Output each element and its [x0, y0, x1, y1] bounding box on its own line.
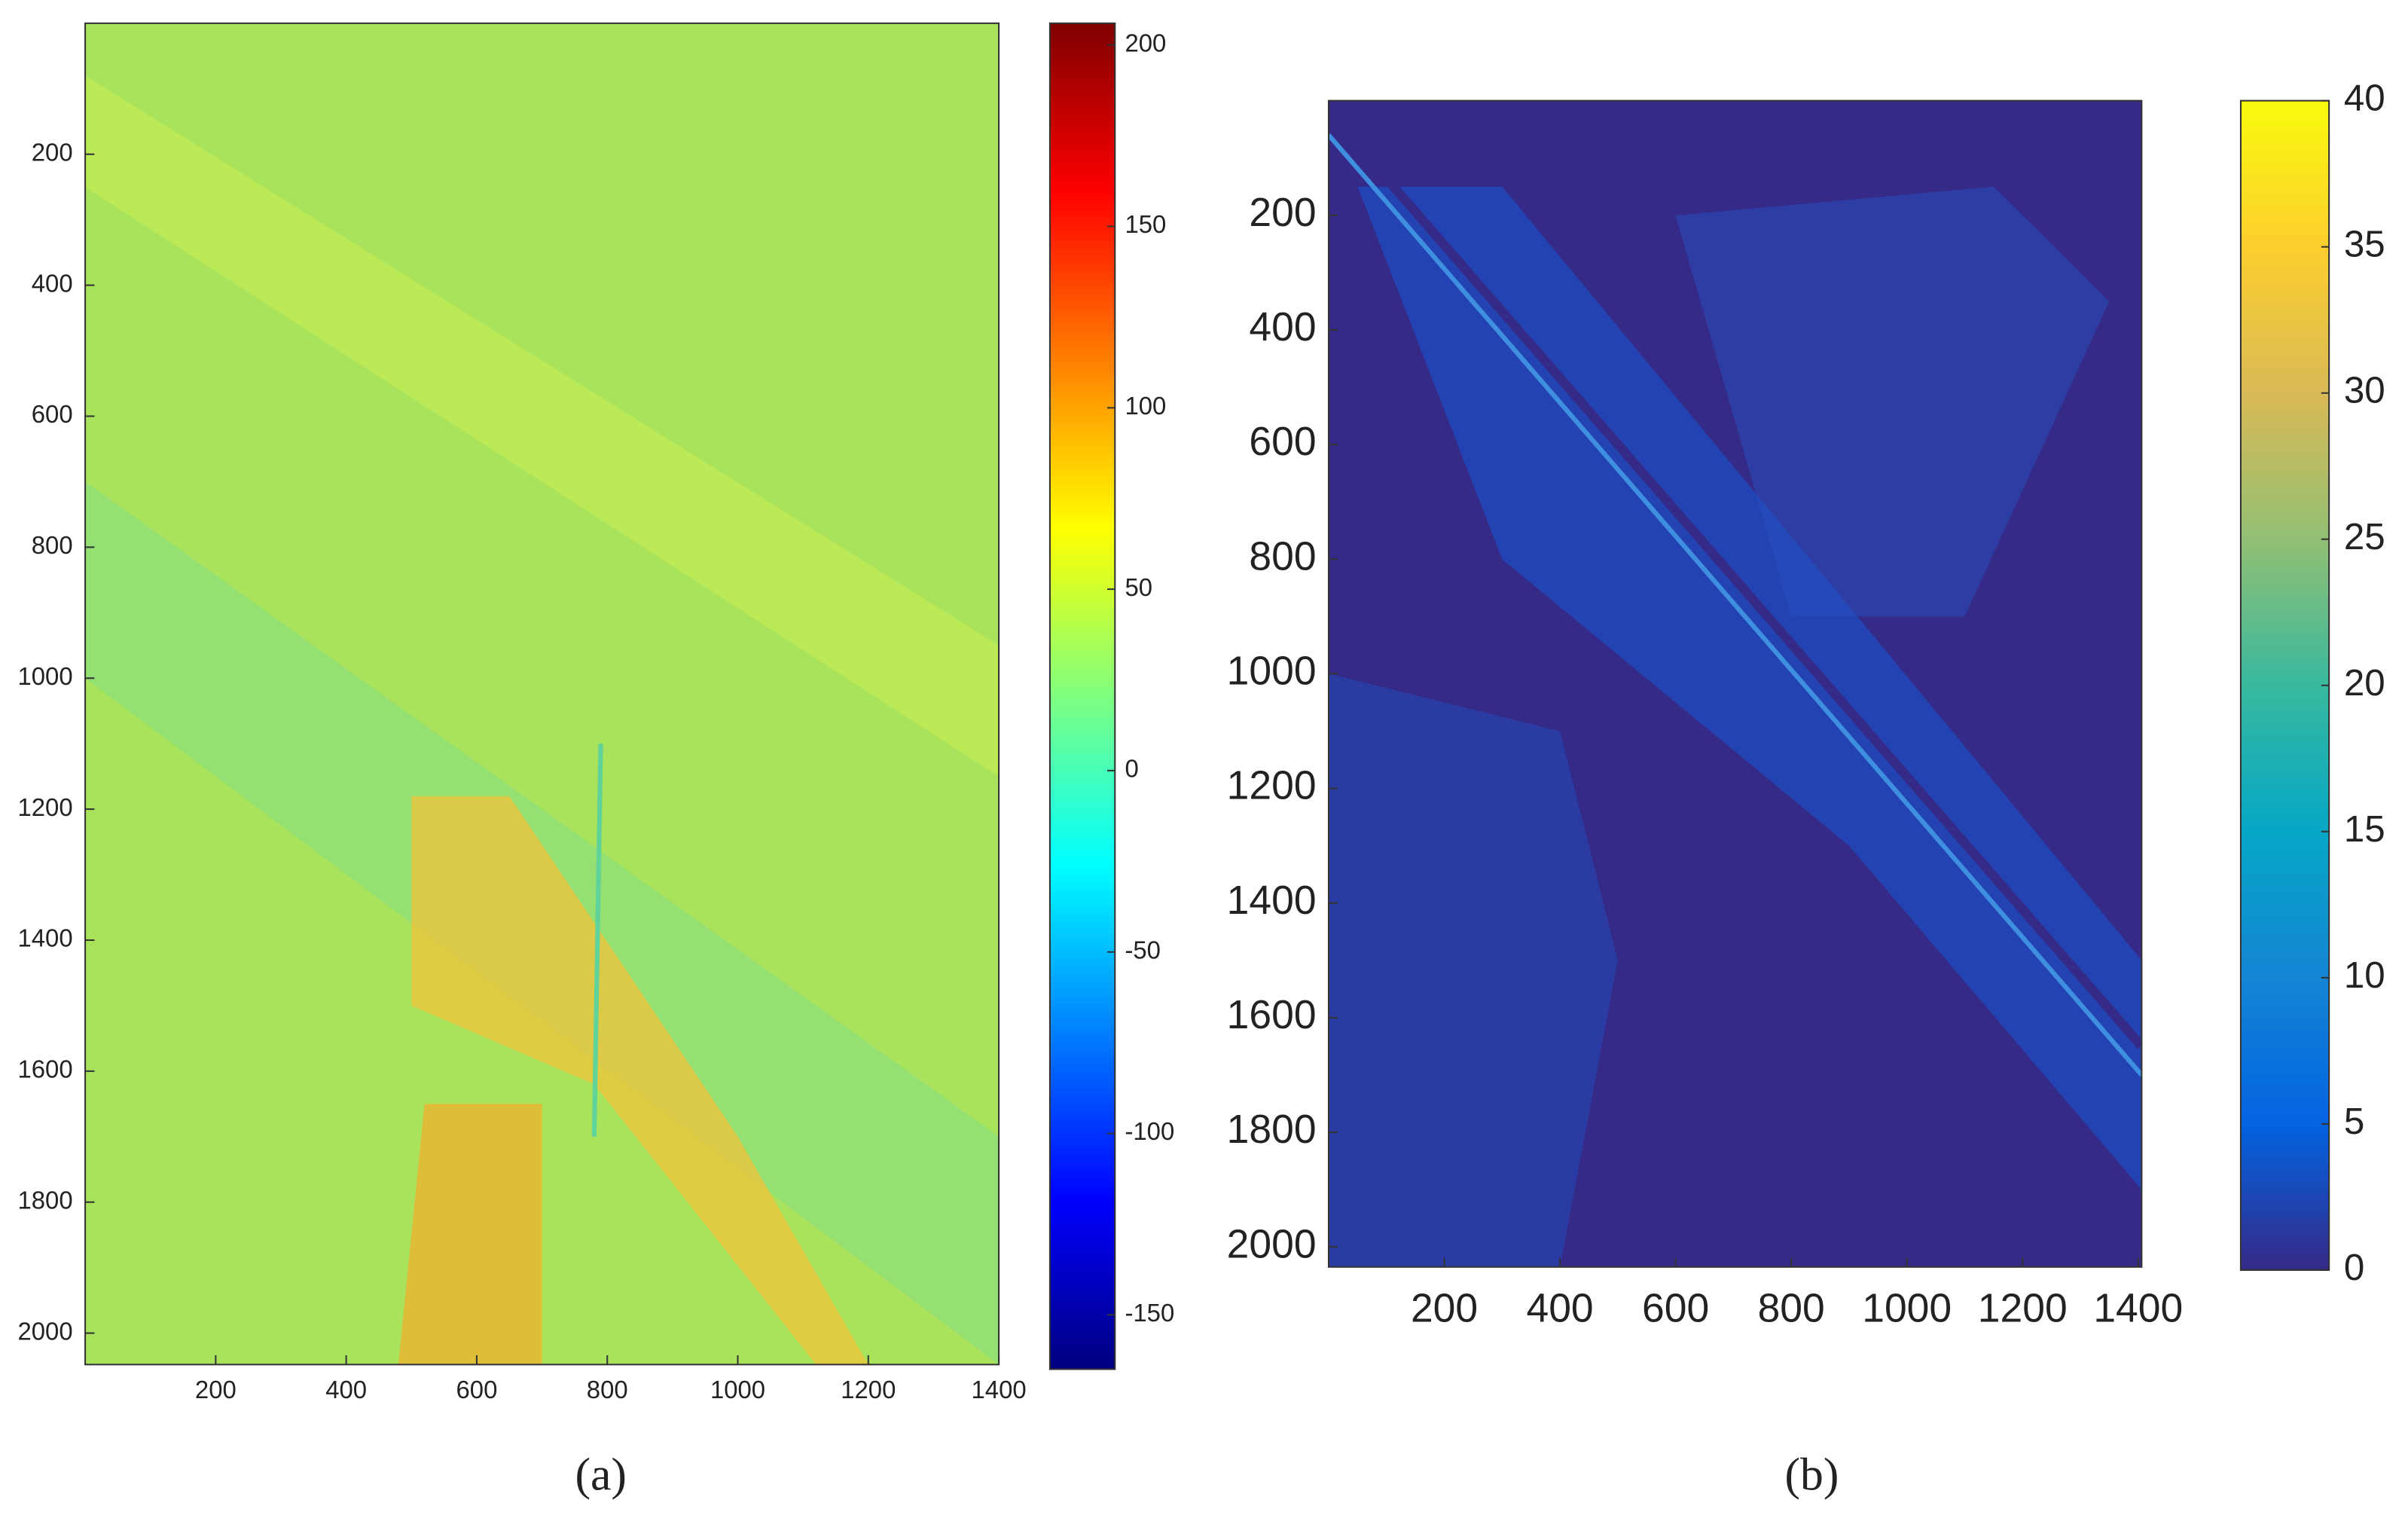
colorbar-tick-label: 200 [1125, 29, 1166, 57]
y-tick-label: 800 [32, 531, 73, 559]
x-tick-label: 800 [587, 1376, 628, 1403]
x-tick-label: 1000 [710, 1376, 765, 1403]
x-tick-label: 1000 [1862, 1287, 1952, 1331]
x-tick-label: 800 [1758, 1287, 1825, 1331]
y-tick-label: 1000 [17, 662, 72, 690]
y-tick-label: 1000 [1227, 649, 1317, 694]
heatmap-panel: 200 400 600 800 1000 1200 14002004006008001000… [1227, 78, 2385, 1501]
colorbar-tick-label: 35 [2344, 224, 2385, 265]
colorbar-tick-label: 10 [2344, 954, 2385, 996]
panel-caption: (a) [575, 1449, 626, 1501]
colorbar-tick-label: -100 [1125, 1117, 1174, 1145]
colorbar [2239, 99, 2330, 1271]
colorbar-tick-label: 100 [1125, 392, 1166, 420]
y-tick-label: 400 [1249, 305, 1316, 350]
colorbar-tick-label: -50 [1125, 936, 1161, 964]
x-tick-label: 1400 [972, 1376, 1027, 1403]
x-tick-label: 600 [1642, 1287, 1709, 1331]
colorbar-tick-label: 40 [2344, 78, 2385, 119]
y-tick-label: 1800 [1227, 1107, 1317, 1152]
x-tick-label: 1200 [1978, 1287, 2068, 1331]
colorbar-tick-label: 30 [2344, 370, 2385, 411]
plot-frame [1327, 99, 2143, 1268]
colorbar-tick-label: 20 [2344, 662, 2385, 704]
heatmap-image [1329, 100, 2142, 1267]
colorbar-tick-label: 0 [2344, 1247, 2364, 1288]
colorbar-tick-label: 15 [2344, 808, 2385, 850]
x-tick-label: 200 [1411, 1287, 1478, 1331]
y-tick-label: 200 [32, 138, 73, 166]
x-tick-label: 1400 [2093, 1287, 2183, 1331]
heatmap-image [85, 23, 1000, 1365]
colorbar-tick-label: 0 [1125, 755, 1138, 783]
y-tick-label: 1200 [17, 793, 72, 821]
y-tick-label: 1600 [17, 1055, 72, 1083]
y-tick-label: 1600 [1227, 993, 1317, 1037]
heatmap-panel: 200 400 600 800 1000 1200 14002004006008001000… [17, 22, 1174, 1501]
y-tick-label: 600 [32, 400, 73, 428]
y-tick-label: 1200 [1227, 764, 1317, 808]
panel-caption: (b) [1785, 1449, 1839, 1501]
y-tick-label: 200 [1249, 191, 1316, 235]
x-tick-label: 600 [456, 1376, 498, 1403]
colorbar-tick-label: 5 [2344, 1101, 2364, 1142]
y-tick-label: 800 [1249, 534, 1316, 579]
colorbar-tick-label: 25 [2344, 516, 2385, 557]
colorbar-tick-label: -150 [1125, 1299, 1174, 1327]
x-tick-label: 200 [195, 1376, 237, 1403]
y-tick-label: 600 [1249, 420, 1316, 464]
plot-frame [84, 22, 1000, 1366]
colorbar-tick-label: 150 [1125, 210, 1166, 238]
y-tick-label: 400 [32, 269, 73, 297]
y-tick-label: 2000 [17, 1317, 72, 1345]
x-tick-label: 400 [1526, 1287, 1593, 1331]
y-tick-label: 1800 [17, 1186, 72, 1214]
colorbar [1048, 22, 1116, 1370]
y-tick-label: 1400 [17, 924, 72, 952]
y-tick-label: 1400 [1227, 878, 1317, 923]
x-tick-label: 1200 [841, 1376, 896, 1403]
x-tick-label: 400 [325, 1376, 367, 1403]
y-tick-label: 2000 [1227, 1222, 1317, 1266]
colorbar-tick-label: 50 [1125, 573, 1152, 601]
